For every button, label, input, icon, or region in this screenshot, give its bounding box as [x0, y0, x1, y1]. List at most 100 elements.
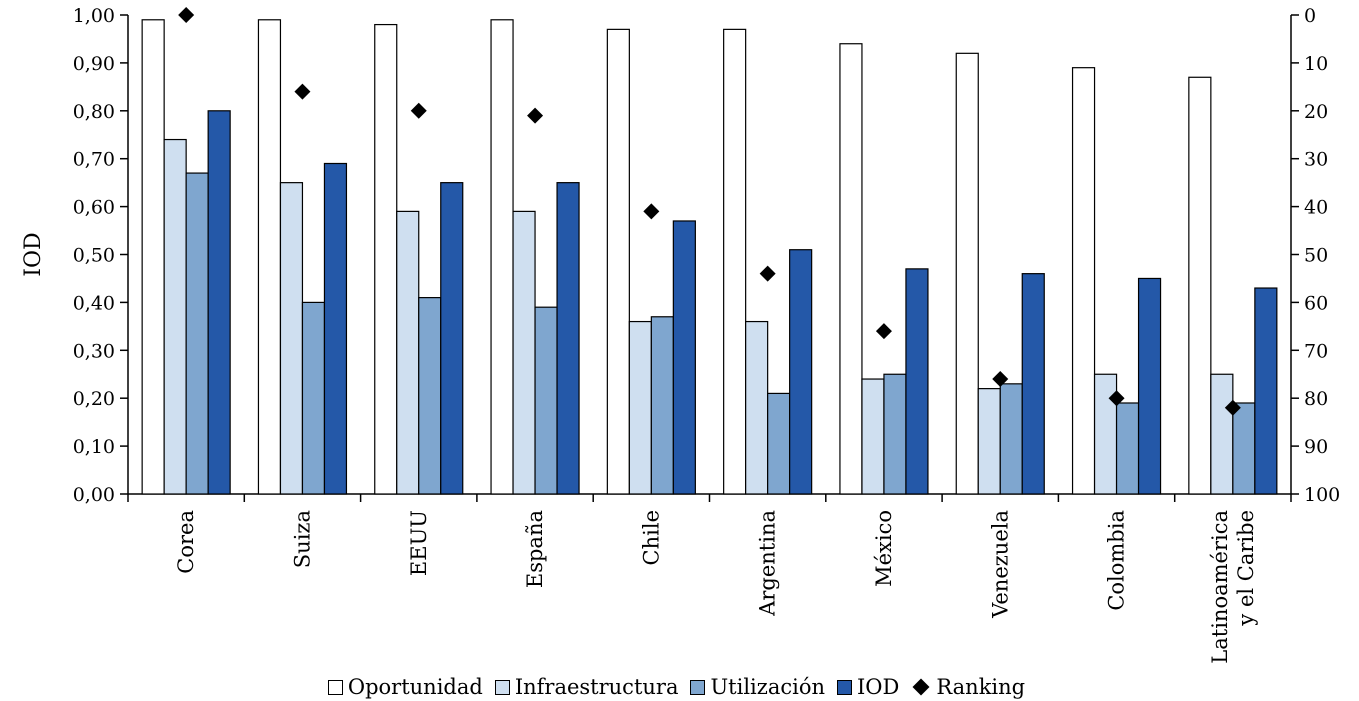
x-tick-label: Latinoaméricay el Caribe	[1208, 510, 1258, 664]
x-tick-label-line: Colombia	[1105, 510, 1129, 611]
bar-oportunidad	[723, 28, 747, 495]
legend-label-infraestructura: Infraestructura	[514, 675, 679, 699]
y-tick-label-left: 1,00	[73, 5, 115, 27]
legend-label-oportunidad: Oportunidad	[347, 675, 483, 699]
bar-iod	[789, 249, 813, 495]
legend-item-utilizacion: Utilización	[690, 675, 825, 699]
y-tick-label-left: 0,70	[73, 149, 115, 171]
y-tick-label-right: 70	[1304, 340, 1328, 362]
x-tick-label-line: Argentina	[756, 510, 780, 617]
legend-item-oportunidad: Oportunidad	[327, 675, 483, 699]
bar-utilizacin	[650, 316, 674, 495]
legend-swatch-utilizacion	[690, 679, 706, 695]
x-tick-label: España	[523, 510, 547, 588]
ranking-marker	[1224, 399, 1241, 416]
legend-item-ranking: Ranking	[911, 675, 1025, 699]
ranking-marker	[759, 265, 776, 282]
legend-item-infraestructura: Infraestructura	[494, 675, 679, 699]
y-tick-label-left: 0,90	[73, 53, 115, 75]
legend-label-ranking: Ranking	[936, 675, 1026, 699]
bar-infraestructura	[745, 320, 769, 495]
ranking-marker	[643, 203, 660, 220]
legend-label-iod: IOD	[857, 675, 900, 699]
bar-oportunidad	[955, 52, 979, 495]
bar-utilizacin	[1115, 402, 1140, 495]
y-tick-label-left: 0,40	[73, 292, 115, 314]
y-tick-label-right: 50	[1304, 245, 1328, 267]
bar-oportunidad	[1071, 67, 1096, 495]
bar-iod	[672, 220, 696, 495]
legend-diamond-ranking	[912, 678, 930, 696]
x-tick-label: Colombia	[1105, 510, 1129, 611]
bar-infraestructura	[512, 210, 536, 495]
bar-oportunidad	[141, 19, 165, 495]
y-tick-label-left: 0,60	[73, 197, 115, 219]
bar-utilizacin	[185, 172, 209, 495]
bar-infraestructura	[628, 320, 652, 495]
bar-oportunidad	[839, 43, 863, 495]
ranking-marker	[992, 371, 1009, 388]
x-tick-label-line: Suiza	[290, 510, 314, 568]
ranking-marker	[410, 102, 427, 119]
y-tick-label-left: 0,80	[73, 101, 115, 123]
bar-oportunidad	[1188, 76, 1212, 495]
legend-label-utilizacion: Utilización	[710, 675, 825, 699]
bar-infraestructura	[279, 182, 304, 495]
y-tick-label-left: 0,50	[73, 245, 115, 267]
legend-swatch-oportunidad	[327, 679, 343, 695]
y-tick-label-right: 20	[1304, 101, 1328, 123]
bar-oportunidad	[374, 23, 398, 495]
x-tick-label-line: Chile	[639, 510, 663, 565]
x-tick-label: Chile	[639, 510, 663, 565]
y-tick-label-right: 80	[1304, 388, 1328, 410]
bar-iod	[1137, 277, 1162, 495]
bar-utilizacin	[418, 297, 442, 495]
y-tick-label-left: 0,00	[73, 484, 115, 506]
bar-iod	[1021, 273, 1045, 495]
legend: Oportunidad Infraestructura Utilización …	[0, 674, 1359, 700]
x-tick-label: Suiza	[290, 510, 314, 568]
x-tick-label-line: Corea	[174, 510, 198, 574]
ranking-marker	[1108, 390, 1125, 407]
x-tick-label-line: Latinoamérica	[1208, 510, 1232, 664]
x-tick-label: Venezuela	[988, 510, 1012, 619]
bar-utilizacin	[883, 373, 907, 495]
bar-oportunidad	[257, 19, 282, 495]
bar-infraestructura	[163, 138, 187, 495]
y-tick-label-right: 40	[1304, 197, 1328, 219]
bar-iod	[207, 110, 231, 495]
bar-utilizacin	[301, 301, 326, 495]
y-tick-label-right: 90	[1304, 436, 1328, 458]
y-axis-label: IOD	[21, 232, 46, 276]
bar-utilizacin	[767, 392, 791, 495]
bar-utilizacin	[1232, 402, 1256, 495]
x-tick-label-line: EEUU	[407, 510, 431, 576]
x-tick-label-line: México	[872, 510, 896, 587]
x-tick-label-line: y el Caribe	[1234, 510, 1258, 627]
y-tick-label-left: 0,30	[73, 340, 115, 362]
ranking-marker	[527, 107, 544, 124]
x-tick-label: Corea	[174, 510, 198, 574]
x-tick-label-line: España	[523, 510, 547, 588]
legend-item-iod: IOD	[837, 675, 899, 699]
y-tick-label-right: 0	[1304, 5, 1316, 27]
bar-iod	[440, 182, 464, 495]
bar-iod	[323, 162, 348, 495]
ranking-marker	[875, 323, 892, 340]
legend-swatch-infraestructura	[494, 679, 510, 695]
bar-iod	[556, 182, 580, 495]
legend-swatch-iod	[837, 679, 852, 695]
bar-infraestructura	[977, 388, 1001, 495]
ranking-marker	[178, 7, 195, 23]
x-tick-label: EEUU	[407, 510, 431, 576]
bar-infraestructura	[1093, 373, 1118, 495]
chart: 0,00 0,10 0,20 0,30 0,40 0,50 0,60 0,70 0,80 0,90…	[21, 5, 1340, 664]
y-tick-label-right: 60	[1304, 292, 1328, 314]
y-tick-label-right: 100	[1304, 484, 1340, 506]
x-tick-label-line: Venezuela	[988, 510, 1012, 619]
y-tick-label-right: 10	[1304, 53, 1328, 75]
x-tick-label: Argentina	[756, 510, 780, 617]
ranking-marker	[294, 83, 311, 100]
bar-iod	[905, 268, 929, 495]
bar-oportunidad	[606, 28, 630, 495]
